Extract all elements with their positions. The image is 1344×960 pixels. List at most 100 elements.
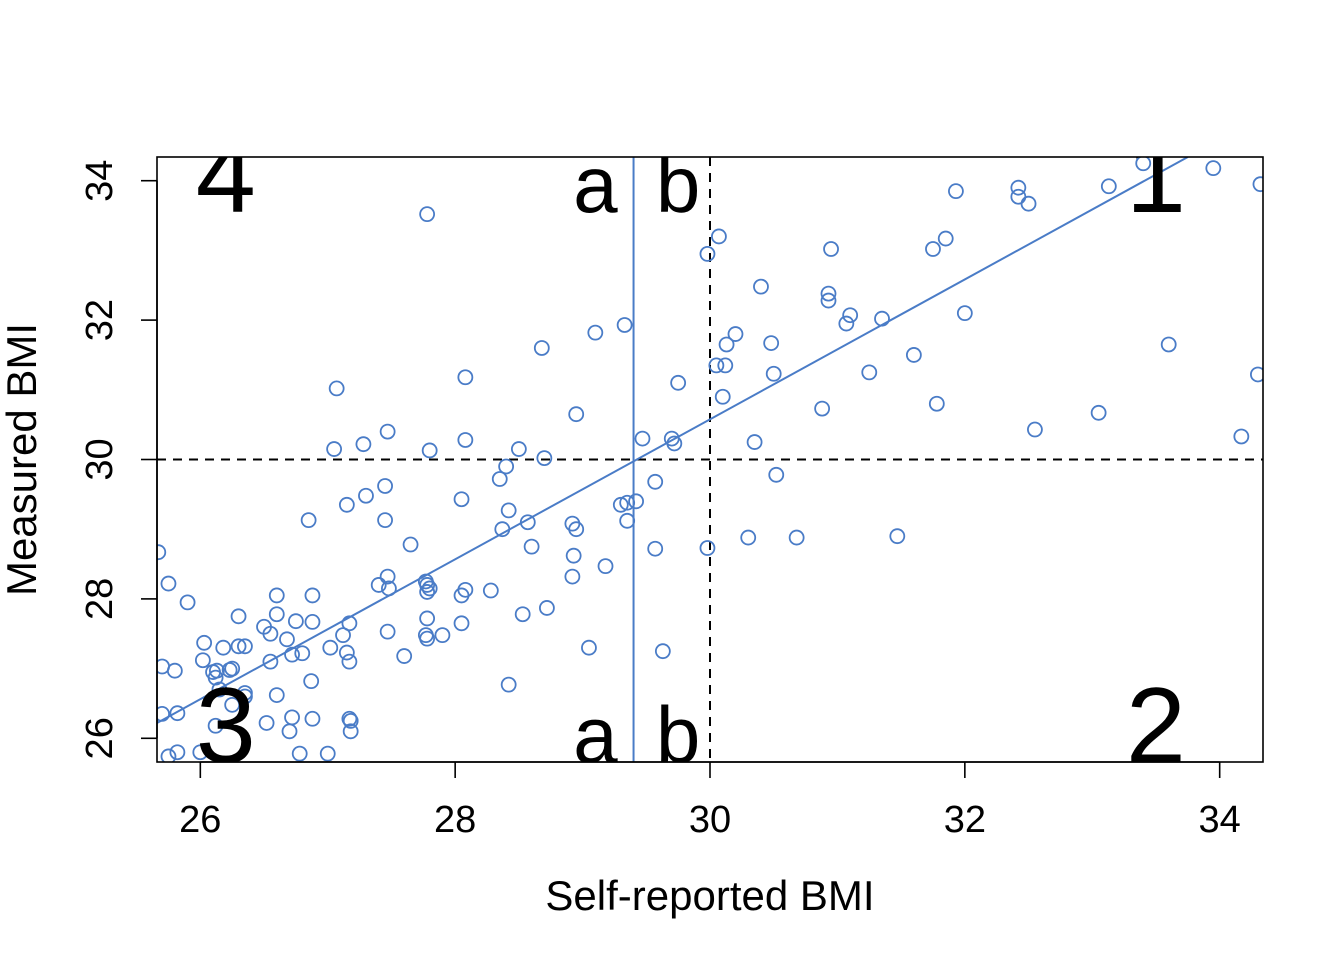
data-point (453, 615, 470, 632)
data-point (169, 744, 186, 761)
data-point (328, 380, 345, 397)
data-point (491, 471, 508, 487)
data-point (654, 643, 671, 660)
data-point (1020, 195, 1037, 212)
data-point (1250, 366, 1263, 383)
data-point (500, 502, 517, 519)
data-point (500, 676, 517, 693)
data-point (699, 540, 716, 556)
data-point (711, 228, 727, 245)
y-axis: 26 28 30 32 34 (79, 160, 158, 759)
fit-lines (157, 157, 1189, 762)
data-point (565, 547, 582, 564)
data-point (335, 627, 351, 644)
data-point (628, 493, 644, 510)
data-point (457, 432, 474, 448)
data-point (619, 494, 636, 511)
y-tick-label: 26 (79, 717, 121, 759)
data-point (612, 496, 629, 513)
data-point (230, 608, 247, 625)
data-point (215, 639, 232, 656)
data-point (284, 646, 300, 663)
y-tick-label: 28 (79, 578, 121, 620)
data-point (268, 606, 285, 623)
data-point (421, 442, 438, 459)
data-point (208, 662, 225, 679)
fit-line (157, 157, 1189, 724)
data-point (341, 710, 358, 727)
data-point (820, 292, 837, 309)
data-point (268, 587, 285, 604)
data-point (1233, 428, 1250, 445)
data-point (211, 681, 228, 698)
data-point (568, 406, 585, 423)
data-point (419, 610, 436, 627)
data-point (647, 473, 664, 490)
data-point (224, 696, 241, 713)
data-point (788, 529, 805, 546)
data-point (746, 434, 763, 450)
data-point (237, 638, 253, 655)
data-point (717, 357, 734, 374)
data-point (708, 357, 725, 374)
data-points (157, 157, 1263, 762)
data-point (262, 625, 279, 642)
data-point (304, 587, 321, 604)
data-point (262, 653, 279, 670)
data-point (381, 580, 397, 597)
data-point (268, 687, 285, 703)
data-point (303, 673, 320, 690)
data-point (338, 496, 355, 513)
data-point (304, 710, 321, 727)
quadrant-label: 4 (196, 114, 256, 235)
data-point (341, 615, 358, 632)
data-point (539, 600, 555, 616)
data-point (1160, 336, 1177, 353)
y-axis-label: Measured BMI (0, 323, 45, 596)
data-point (533, 340, 550, 356)
data-point (370, 577, 387, 593)
data-point (763, 335, 780, 352)
data-point (287, 613, 304, 630)
data-point (457, 369, 474, 386)
reference-lines (157, 157, 1263, 762)
data-point (718, 336, 735, 353)
data-point (419, 206, 436, 223)
x-axis: 26 28 30 32 34 (179, 761, 1241, 841)
data-point (322, 639, 339, 656)
data-point (342, 723, 359, 740)
quadrant-label: 1 (1126, 114, 1186, 235)
data-point (1100, 178, 1117, 195)
x-tick-label: 30 (689, 799, 731, 841)
data-point (597, 558, 614, 575)
data-point (434, 627, 451, 644)
data-point (768, 466, 785, 483)
data-point (453, 491, 470, 508)
data-point (421, 580, 438, 597)
data-point (670, 374, 687, 391)
data-point (616, 317, 633, 333)
data-point (619, 512, 636, 529)
y-tick-label: 34 (79, 160, 121, 202)
segment-label: a (573, 691, 618, 780)
quadrant-label: 2 (1126, 665, 1186, 786)
data-point (838, 315, 855, 332)
data-point (419, 630, 436, 647)
data-point (326, 441, 343, 457)
data-point (179, 594, 196, 611)
data-point (587, 324, 604, 341)
data-point (889, 528, 906, 545)
segment-label: b (656, 140, 701, 229)
data-point (581, 639, 597, 656)
data-point (1010, 188, 1027, 205)
data-point (192, 744, 209, 761)
data-point (230, 638, 247, 655)
data-point (221, 662, 238, 678)
data-point (647, 540, 664, 557)
data-point (207, 717, 224, 734)
x-tick-label: 34 (1199, 799, 1241, 841)
data-point (510, 441, 527, 457)
data-point (874, 310, 890, 327)
